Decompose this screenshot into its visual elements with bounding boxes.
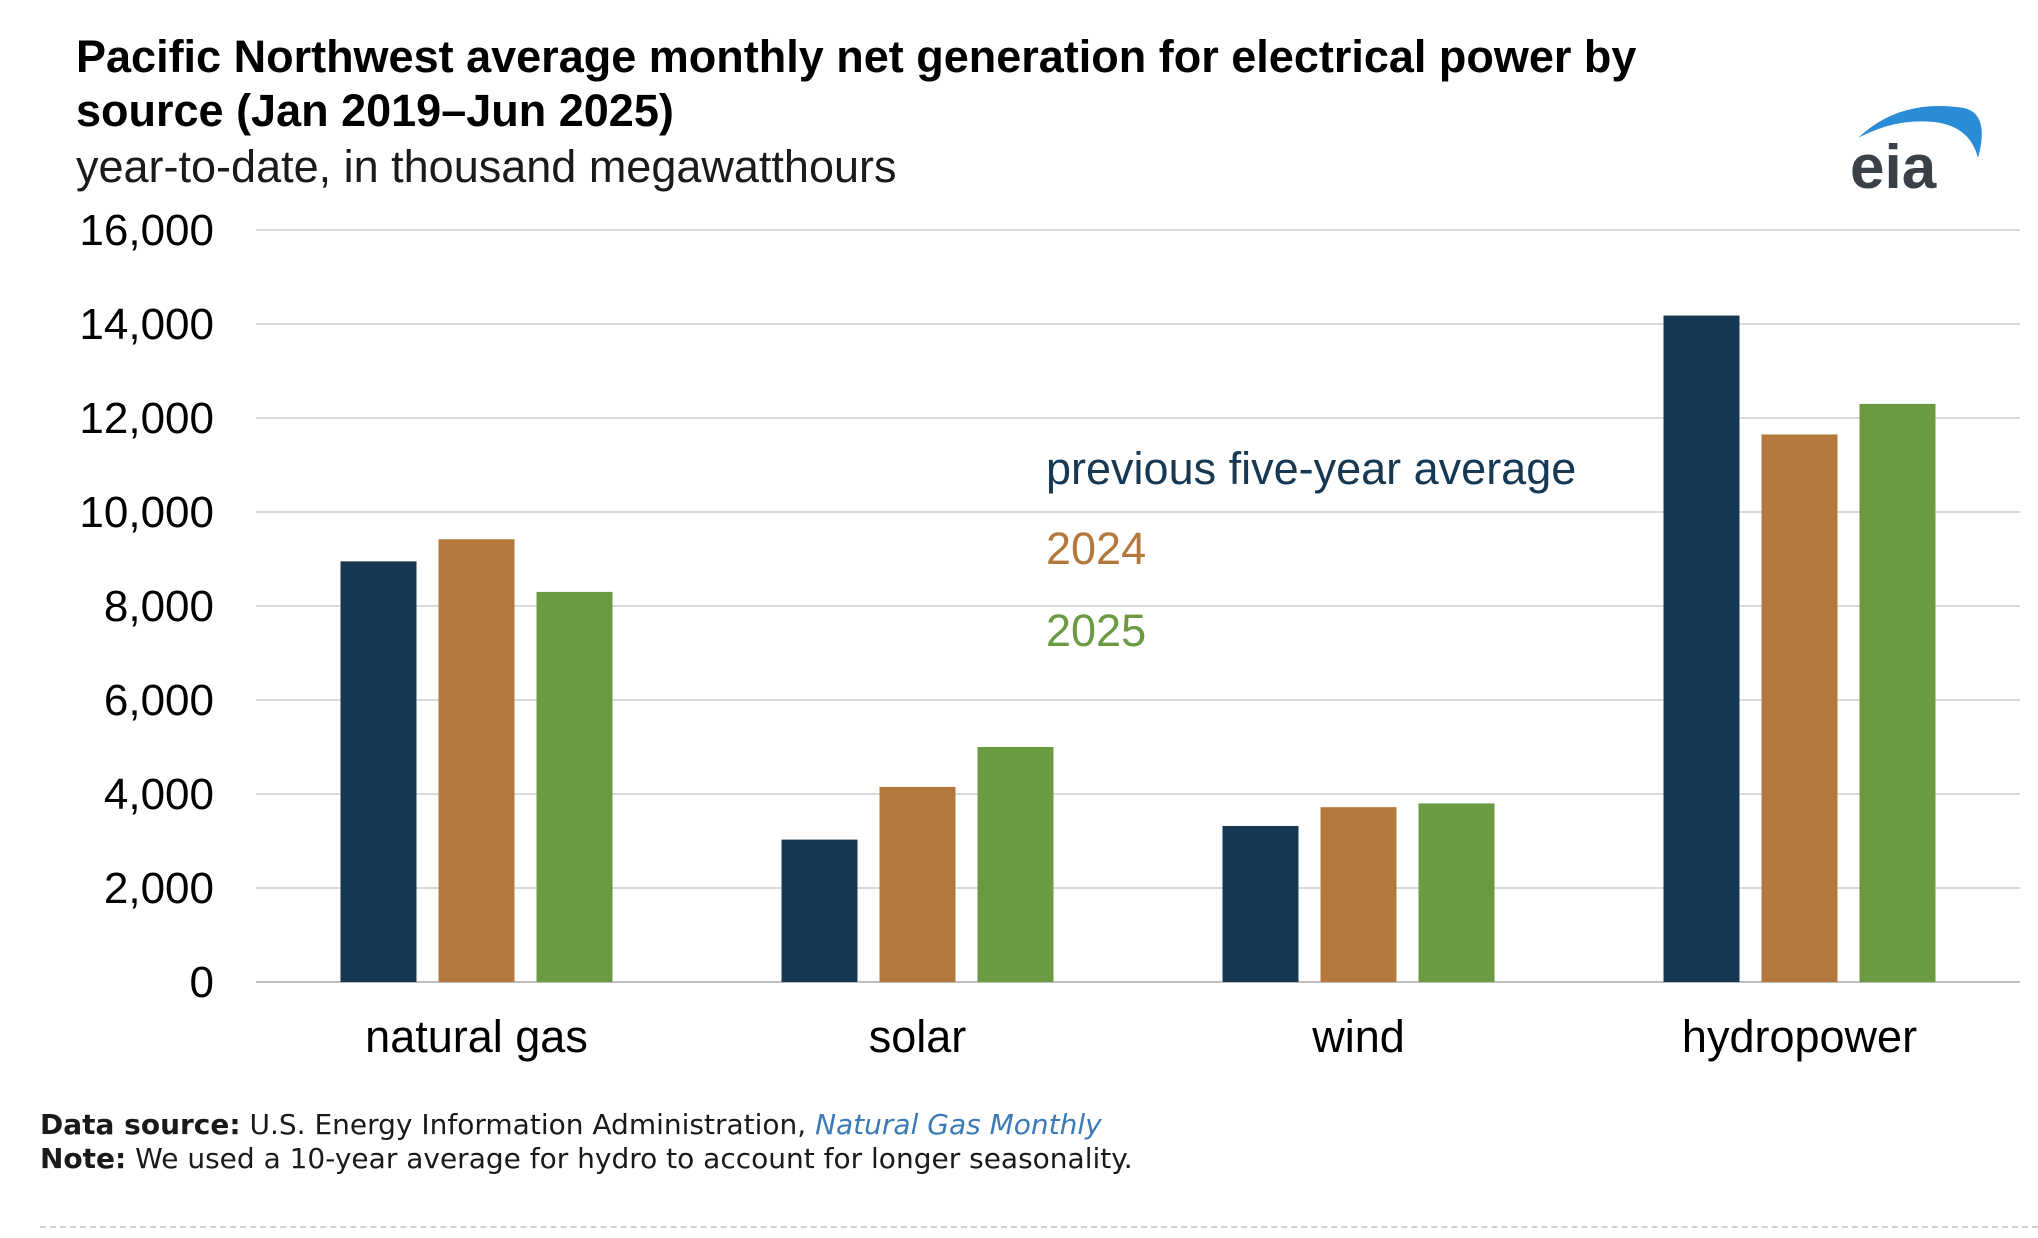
y-tick-label: 6,000 <box>104 676 214 725</box>
note-line: Note: We used a 10-year average for hydr… <box>40 1142 1940 1176</box>
bar-hydropower-2025[interactable] <box>1859 403 1936 982</box>
bar-solar-2025[interactable] <box>977 747 1054 982</box>
y-tick-label: 8,000 <box>104 582 214 631</box>
y-tick-label: 10,000 <box>79 488 214 537</box>
data-source-label: Data source: <box>40 1108 241 1141</box>
y-axis-ticks: 0 2,000 4,000 6,000 8,000 10,000 12,000 14,000 1… <box>79 206 214 1007</box>
eia-logo-arc <box>1858 106 1982 158</box>
chart-footer: Data source: U.S. Energy Information Adm… <box>40 1108 1940 1176</box>
note-text: We used a 10-year average for hydro to a… <box>135 1142 1133 1175</box>
legend-entry: 2024 <box>1046 523 1146 574</box>
note-label: Note: <box>40 1142 127 1175</box>
y-tick-label: 4,000 <box>104 770 214 819</box>
bar-natural-gas-2025[interactable] <box>536 591 613 982</box>
x-category-label: wind <box>1311 1011 1405 1062</box>
bar-wind-2024[interactable] <box>1320 807 1397 982</box>
y-tick-label: 2,000 <box>104 864 214 913</box>
x-category-label: natural gas <box>365 1011 588 1062</box>
data-source-text: U.S. Energy Information Administration, <box>249 1108 807 1141</box>
bars <box>340 315 1936 982</box>
y-tick-label: 0 <box>190 958 214 1007</box>
eia-logo: eia <box>1850 106 1982 202</box>
data-source-title-link[interactable]: Natural Gas Monthly <box>815 1108 1102 1141</box>
bar-wind-previous-five-year-average[interactable] <box>1222 825 1299 982</box>
bar-wind-2025[interactable] <box>1418 803 1495 982</box>
y-tick-label: 12,000 <box>79 394 214 443</box>
bar-natural-gas-previous-five-year-average[interactable] <box>340 561 417 982</box>
bar-hydropower-2024[interactable] <box>1761 434 1838 982</box>
data-source-line: Data source: U.S. Energy Information Adm… <box>40 1108 1940 1142</box>
chart-subtitle: year-to-date, in thousand megawatthours <box>76 141 897 192</box>
y-tick-label: 14,000 <box>79 300 214 349</box>
chart-title: Pacific Northwest average monthly net ge… <box>76 31 1637 136</box>
bottom-divider <box>40 1226 2038 1228</box>
bar-chart: 0 2,000 4,000 6,000 8,000 10,000 12,000 14,000 1… <box>79 206 2020 1062</box>
bar-hydropower-previous-five-year-average[interactable] <box>1663 315 1740 982</box>
legend-entry: 2025 <box>1046 605 1146 656</box>
legend-entry: previous five-year average <box>1046 443 1576 494</box>
x-category-label: hydropower <box>1682 1011 1917 1062</box>
legend: previous five-year average 2024 2025 <box>1046 443 1576 656</box>
bar-natural-gas-2024[interactable] <box>438 539 515 982</box>
x-axis-categories: natural gas solar wind hydropower <box>365 1011 1917 1062</box>
y-tick-label: 16,000 <box>79 206 214 255</box>
x-category-label: solar <box>869 1011 967 1062</box>
bar-solar-2024[interactable] <box>879 786 956 982</box>
eia-logo-text: eia <box>1850 133 1937 202</box>
bar-solar-previous-five-year-average[interactable] <box>781 839 858 982</box>
